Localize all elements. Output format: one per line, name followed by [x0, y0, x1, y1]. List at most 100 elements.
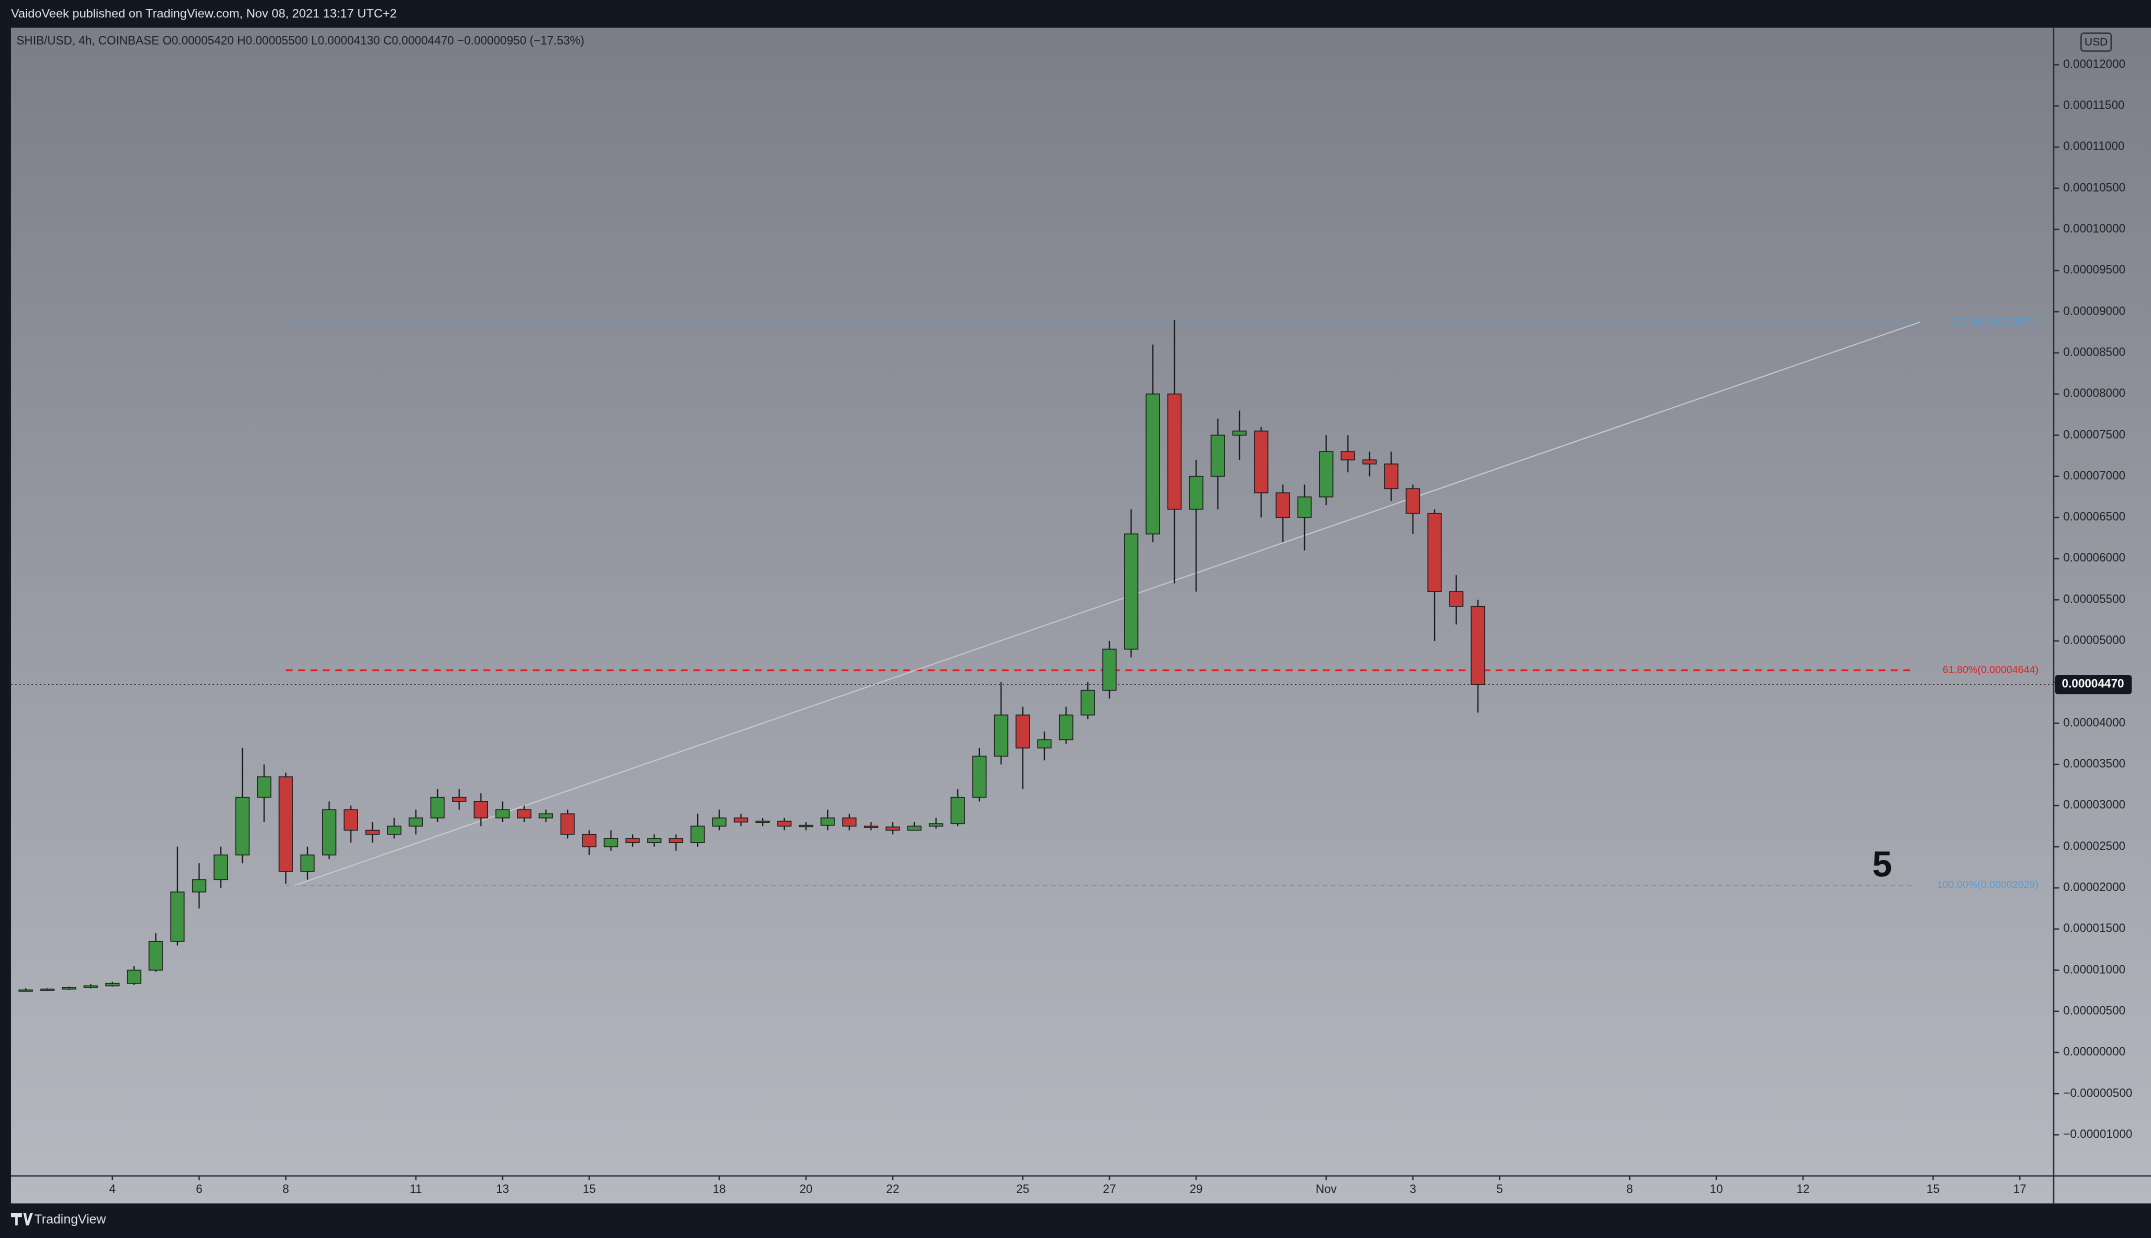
- y-tick-label: 0.00007000: [2063, 469, 2126, 482]
- candle-body: [1123, 533, 1139, 650]
- candle-body: [430, 796, 445, 819]
- candle-body: [517, 809, 532, 819]
- y-tick-label: 0.00000500: [2063, 1004, 2126, 1017]
- plot: 0.00%(0.00008874) 61.80%(0.00004644) 100.0…: [10, 317, 2054, 992]
- candle-body: [928, 823, 944, 827]
- x-tick-label: 10: [1710, 1183, 1724, 1196]
- candle-body: [1362, 459, 1377, 465]
- candle-body: [322, 809, 337, 856]
- candle-body: [1254, 430, 1269, 494]
- candle-body: [582, 833, 597, 848]
- candle-body: [1167, 393, 1182, 510]
- candle-body: [1189, 475, 1204, 510]
- candle-body: [1405, 488, 1421, 514]
- currency-box: [2080, 32, 2112, 52]
- x-tick-label: 13: [496, 1183, 510, 1196]
- candle-body: [40, 988, 55, 991]
- currency: USD: [2085, 37, 2108, 49]
- candle-body: [1015, 714, 1030, 749]
- y-tick-label: 0.00003500: [2063, 758, 2126, 771]
- candle-body: [365, 829, 380, 835]
- y-tick-label: 0.00006000: [2063, 552, 2126, 565]
- candle-body: [777, 820, 792, 827]
- candle-body: [885, 826, 900, 831]
- y-tick-label: −0.00000500: [2063, 1087, 2133, 1100]
- x-tick-label: 27: [1103, 1183, 1116, 1196]
- candle-body: [538, 813, 554, 819]
- candle-body: [1145, 393, 1160, 535]
- candle-body: [603, 838, 619, 848]
- candle-body: [647, 838, 662, 844]
- x-tick-label: 22: [886, 1183, 899, 1196]
- candle-body: [387, 825, 402, 835]
- candle-body: [408, 817, 423, 827]
- candle-body: [257, 776, 272, 798]
- candle-body: [343, 809, 358, 831]
- last-price-label: 0.00004470: [2062, 678, 2125, 691]
- y-tick-label: 0.00004000: [2063, 716, 2126, 729]
- brand: TradingView: [34, 1211, 106, 1226]
- y-tick-label: 0.00009500: [2063, 264, 2126, 277]
- y-tick-label: 0.00001000: [2063, 963, 2126, 976]
- candle-body: [625, 838, 640, 844]
- candle-body: [755, 820, 770, 823]
- candle-body: [950, 796, 965, 825]
- candle-body: [1037, 739, 1052, 749]
- x-tick-label: 15: [1927, 1183, 1941, 1196]
- candle-body: [668, 838, 684, 844]
- plot-background: [10, 27, 2151, 1204]
- candle-body: [1449, 591, 1464, 607]
- candle-body: [83, 985, 98, 988]
- candle-body: [18, 989, 33, 992]
- y-tick-label: 0.00002500: [2063, 840, 2126, 853]
- candle-body: [1384, 463, 1399, 490]
- candle-body: [300, 854, 315, 872]
- y-tick-label: 0.00003000: [2063, 799, 2126, 812]
- candle-body: [1275, 492, 1290, 518]
- candle-body: [1102, 648, 1117, 691]
- y-tick-label: 0.00001500: [2063, 922, 2126, 935]
- y-tick-label: 0.00010000: [2063, 223, 2126, 236]
- candle-body: [235, 796, 250, 856]
- x-tick-label: 5: [1496, 1183, 1503, 1196]
- candle-body: [1058, 714, 1074, 741]
- x-tick-label: 29: [1190, 1183, 1203, 1196]
- candle-body: [213, 854, 228, 881]
- candle-body: [105, 982, 120, 987]
- candle-body: [798, 824, 814, 828]
- fib-level-label: 100.00%(0.00002029): [1937, 880, 2039, 891]
- x-tick-label: 17: [2013, 1183, 2026, 1196]
- fib-level-label: 61.80%(0.00004644): [1943, 665, 2039, 676]
- candle-body: [61, 987, 77, 990]
- y-tick-label: 0.00008500: [2063, 346, 2126, 359]
- x-tick-label: 3: [1410, 1183, 1417, 1196]
- x-tick-label: 15: [583, 1183, 597, 1196]
- x-tick-label: 8: [283, 1183, 290, 1196]
- y-tick-label: 0.00011000: [2063, 140, 2125, 153]
- candle-body: [191, 879, 207, 893]
- y-tick-label: 0.00006500: [2063, 511, 2126, 524]
- candle-body: [1297, 496, 1312, 518]
- x-tick-label: 20: [799, 1183, 813, 1196]
- candle-body: [1427, 512, 1442, 592]
- x-tick-label: 8: [1626, 1183, 1633, 1196]
- candle-body: [495, 809, 510, 819]
- candle-body: [993, 714, 1009, 757]
- candle-body: [1470, 605, 1486, 685]
- candle-body: [452, 796, 467, 802]
- x-tick-label: 11: [410, 1183, 422, 1196]
- candle-body: [1319, 451, 1334, 498]
- candle-body: [1080, 689, 1095, 716]
- candle-body: [820, 817, 835, 826]
- y-tick-label: 0.00010500: [2063, 181, 2126, 194]
- candle-body: [863, 825, 879, 828]
- last-price-box: [2054, 674, 2132, 695]
- candle-body: [1340, 451, 1356, 461]
- candle-body: [148, 940, 163, 971]
- brand-logo: [10, 1212, 33, 1226]
- axes: 0.00012000 0.00011500 0.00011000 0.00010500…: [109, 58, 2133, 1196]
- annotation: 5: [1872, 845, 1892, 885]
- candle-body: [907, 825, 922, 831]
- y-tick-label: 0.00005500: [2063, 593, 2126, 606]
- y-tick-label: 0.00002000: [2063, 881, 2126, 894]
